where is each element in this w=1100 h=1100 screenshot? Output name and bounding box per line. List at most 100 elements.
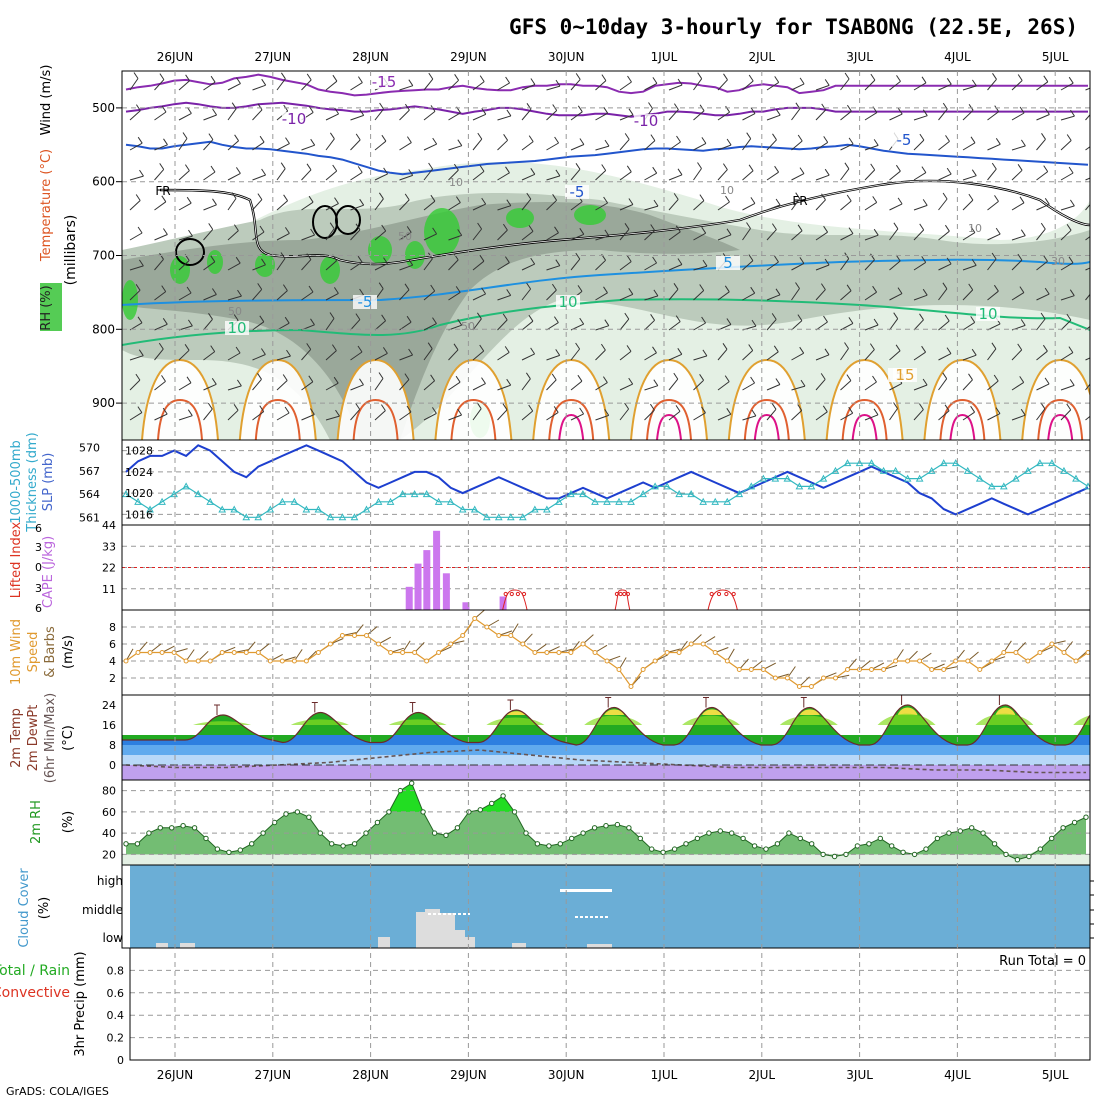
wind-barb-flag <box>186 286 192 294</box>
wind-barb-flag <box>848 317 854 324</box>
wind-speed-point <box>977 667 983 672</box>
thickness-point <box>687 490 696 498</box>
wind-barb <box>619 293 634 301</box>
li-point <box>716 591 722 597</box>
wind-barb <box>276 380 288 391</box>
rh-point <box>157 825 164 831</box>
wind-barb <box>252 411 265 421</box>
wind-barb <box>938 353 952 361</box>
wind-barb-flag <box>648 102 653 109</box>
rh-point <box>683 841 689 847</box>
wind-speed-point <box>303 658 309 664</box>
wind-barb-flag <box>922 109 928 116</box>
cloud-cover-background <box>130 865 1090 948</box>
wind-speed-point <box>628 684 634 689</box>
rh-point <box>946 830 952 836</box>
slp-panel <box>122 444 1090 521</box>
wind-barb-flag <box>824 168 830 176</box>
wind-barb-flag <box>1044 198 1050 205</box>
slp-axes: 1016 1020 1024 1028 561 564 567 570 <box>79 442 153 525</box>
wind-speed-point <box>460 633 466 638</box>
wind-barb-flag <box>184 164 190 171</box>
thickness-point <box>855 459 864 467</box>
wind-barb-flag <box>699 194 705 201</box>
wind-barb-flag <box>697 162 702 169</box>
wind-barb <box>1060 115 1075 121</box>
wind-barb <box>325 350 337 361</box>
wind-barb-flag <box>257 373 262 380</box>
wind-barb-flag <box>675 405 681 412</box>
rh-point <box>546 843 552 849</box>
rh-point <box>900 849 906 855</box>
wind-barb <box>864 112 878 121</box>
rh2m-axis: 20 40 60 80 <box>102 785 116 862</box>
temp-20-contour <box>157 398 203 440</box>
wind-barb <box>497 205 511 211</box>
thickness-point <box>651 482 659 490</box>
wind-barb-flag <box>138 349 144 356</box>
wind-barb <box>129 110 141 121</box>
wind-barb <box>154 234 168 241</box>
temp-25-contour <box>1047 413 1074 440</box>
wind-barb <box>570 233 585 241</box>
wind-barb-flag <box>652 346 657 354</box>
wind-barb-flag <box>408 79 414 86</box>
thickness-point <box>146 505 154 513</box>
wind-barb-flag <box>970 405 976 413</box>
wind-barb <box>350 261 363 271</box>
wind-barb <box>595 349 606 361</box>
wind-barb <box>1036 114 1050 121</box>
wind-barb <box>766 114 781 121</box>
wind-barb <box>154 258 164 271</box>
wind-barb <box>252 231 265 241</box>
wind-barb-flag <box>135 104 141 111</box>
wind-barb-flag <box>600 343 606 351</box>
upper-contour-labels: -15-10-10-5-5-55510101015FRFR50505010101… <box>155 73 1065 384</box>
wind-barb-flag <box>821 103 827 111</box>
wind-barb-flag <box>502 403 508 411</box>
cloud-bar <box>455 930 465 948</box>
li-curve <box>502 589 528 610</box>
rh-point <box>329 841 335 847</box>
thickness-point <box>867 459 876 467</box>
wind-barb-flag <box>797 314 803 321</box>
wind-barb-flag <box>431 407 437 414</box>
wind-barb-flag <box>355 223 361 231</box>
bottom-date-label: 1JUL <box>651 1068 678 1082</box>
top-date-label: 5JUL <box>1042 50 1069 64</box>
wind-barb <box>962 264 977 271</box>
wind-barb-flag <box>575 252 581 260</box>
wind-barb-flag <box>1017 164 1023 171</box>
contour-label-bg <box>225 321 249 335</box>
wind-barb-flag <box>159 253 164 260</box>
li-point <box>515 591 521 597</box>
wind-speed-point <box>388 650 394 655</box>
wind-barb <box>276 232 290 241</box>
wind-barb <box>252 84 266 91</box>
wind-barb <box>301 291 314 301</box>
wind-barb-flag <box>1020 319 1026 326</box>
wind-frame <box>121 609 1091 696</box>
wind-barb-flag <box>870 73 876 81</box>
rh-contour-label: 50 <box>228 305 242 318</box>
wind-barb-flag <box>652 77 658 84</box>
thickness-point <box>771 474 780 482</box>
cape-tick-label: 44 <box>102 519 116 532</box>
wind-barb <box>791 288 800 301</box>
wind-barb <box>938 288 948 301</box>
wind-barb <box>178 202 192 211</box>
wind-barb-flag <box>1017 253 1023 261</box>
wind-barb-flag <box>699 374 705 381</box>
wind-barb <box>252 199 263 211</box>
thickness-point <box>735 490 744 498</box>
wind-barb <box>717 234 732 241</box>
wind-barb-flag <box>701 316 707 324</box>
wind-barb <box>815 411 828 421</box>
wind-barb-flag <box>406 136 412 143</box>
wind-barb-flag <box>381 134 387 142</box>
wind-barb <box>791 198 801 211</box>
wind-barb <box>693 110 705 121</box>
wind-barb <box>521 320 534 331</box>
wind-barb-flag <box>1043 255 1048 262</box>
wind-barb-flag <box>210 345 216 352</box>
